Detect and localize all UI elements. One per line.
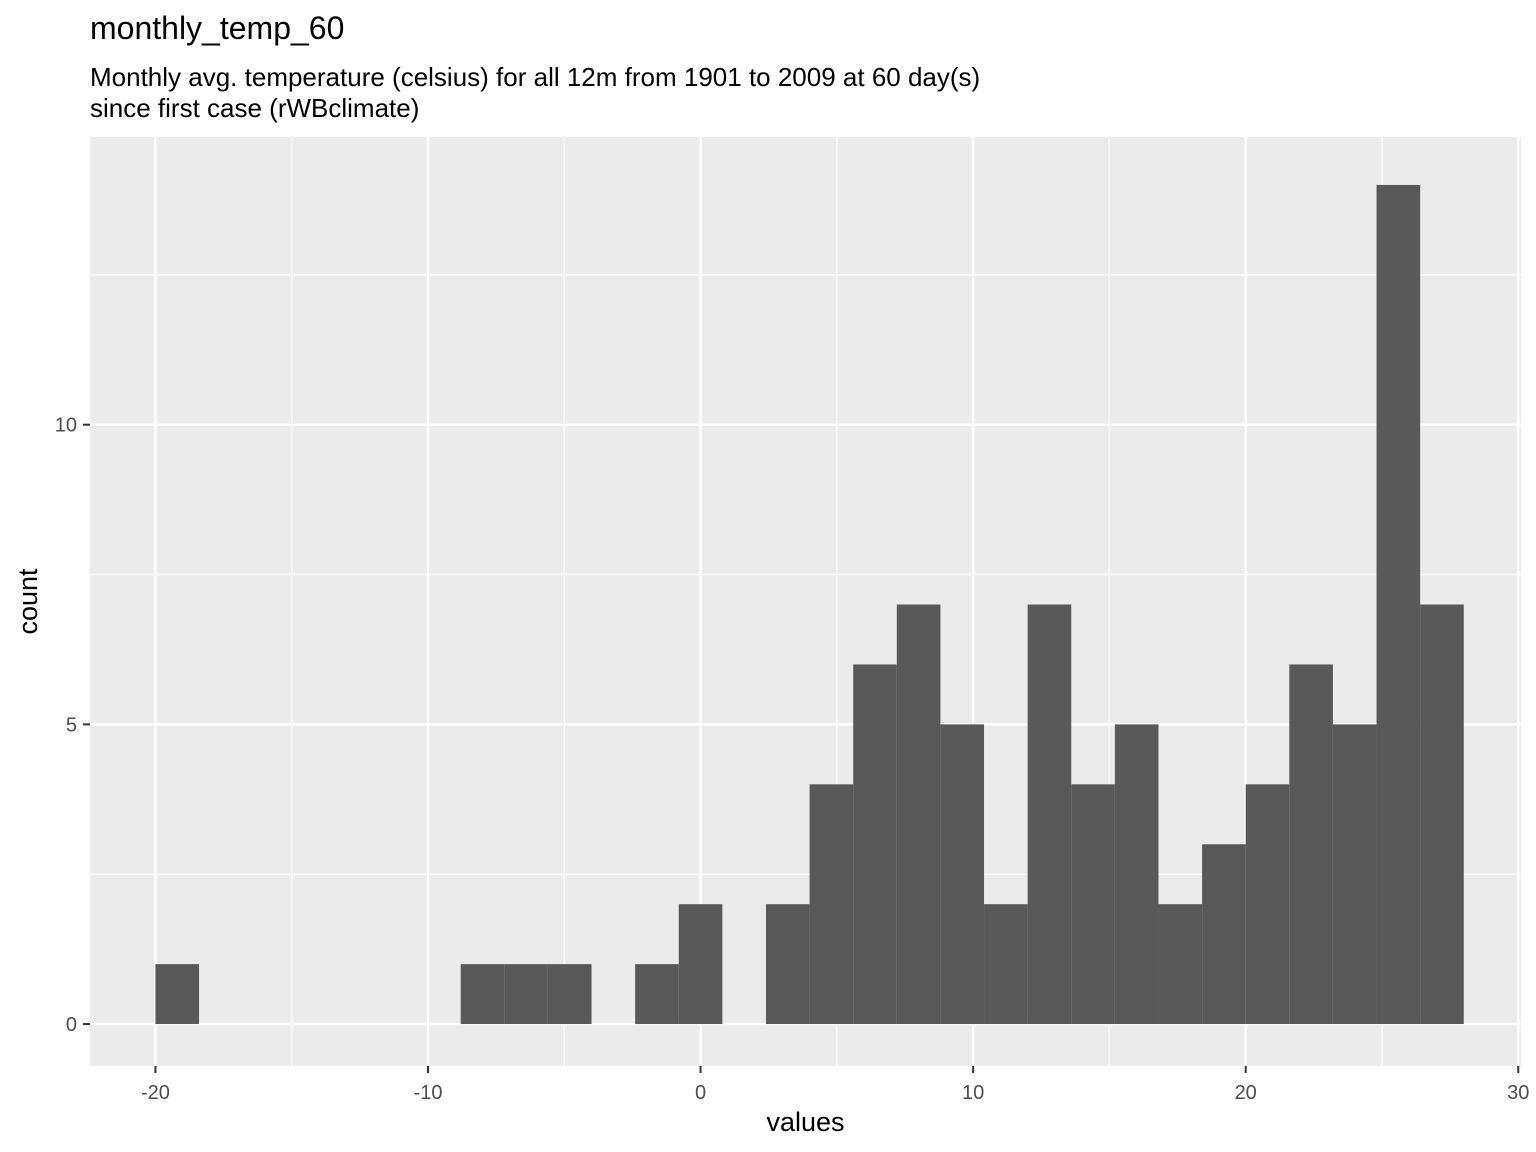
histogram-bar	[1158, 904, 1203, 1025]
histogram-bar	[896, 604, 941, 1025]
histogram-bar	[1202, 844, 1246, 1025]
histogram-bar	[1376, 184, 1421, 1025]
histogram-bar	[1027, 604, 1072, 1025]
x-tick-label: 30	[1507, 1082, 1529, 1104]
histogram-bar	[635, 964, 679, 1025]
histogram-bar	[853, 664, 897, 1025]
histogram-bar	[547, 964, 592, 1025]
histogram-bar	[1071, 784, 1115, 1025]
histogram-bars	[155, 184, 1464, 1025]
y-tick-label: 0	[66, 1014, 77, 1036]
y-axis: 0 5 10	[55, 415, 90, 1036]
x-tick-label: 0	[695, 1082, 706, 1104]
histogram-bar	[984, 904, 1028, 1025]
chart-subtitle-line-1: Monthly avg. temperature (celsius) for a…	[90, 62, 981, 92]
x-tick-label: 10	[962, 1082, 984, 1104]
histogram-bar	[460, 964, 505, 1025]
x-tick-label: -20	[141, 1082, 170, 1104]
histogram-bar	[1114, 724, 1159, 1025]
histogram-bar	[765, 904, 810, 1025]
histogram-bar	[1289, 664, 1333, 1025]
histogram-bar	[809, 784, 854, 1025]
y-axis-title: count	[13, 568, 43, 635]
chart-subtitle-line-2: since first case (rWBclimate)	[90, 93, 420, 123]
x-axis: -20 -10 0 10 20 30	[141, 1066, 1529, 1104]
x-tick-label: 20	[1235, 1082, 1257, 1104]
histogram-bar	[678, 904, 723, 1025]
chart-subtitle: Monthly avg. temperature (celsius) for a…	[90, 62, 980, 124]
y-tick-label: 5	[66, 714, 77, 736]
histogram-bar	[155, 964, 200, 1025]
histogram-bar	[1332, 724, 1377, 1025]
histogram-bar	[1420, 604, 1464, 1025]
chart-title: monthly_temp_60	[90, 10, 345, 46]
histogram-bar	[504, 964, 548, 1025]
y-tick-label: 10	[55, 415, 77, 437]
histogram-bar	[1245, 784, 1290, 1025]
histogram-bar	[940, 724, 985, 1025]
x-tick-label: -10	[414, 1082, 443, 1104]
x-axis-title: values	[766, 1107, 844, 1137]
